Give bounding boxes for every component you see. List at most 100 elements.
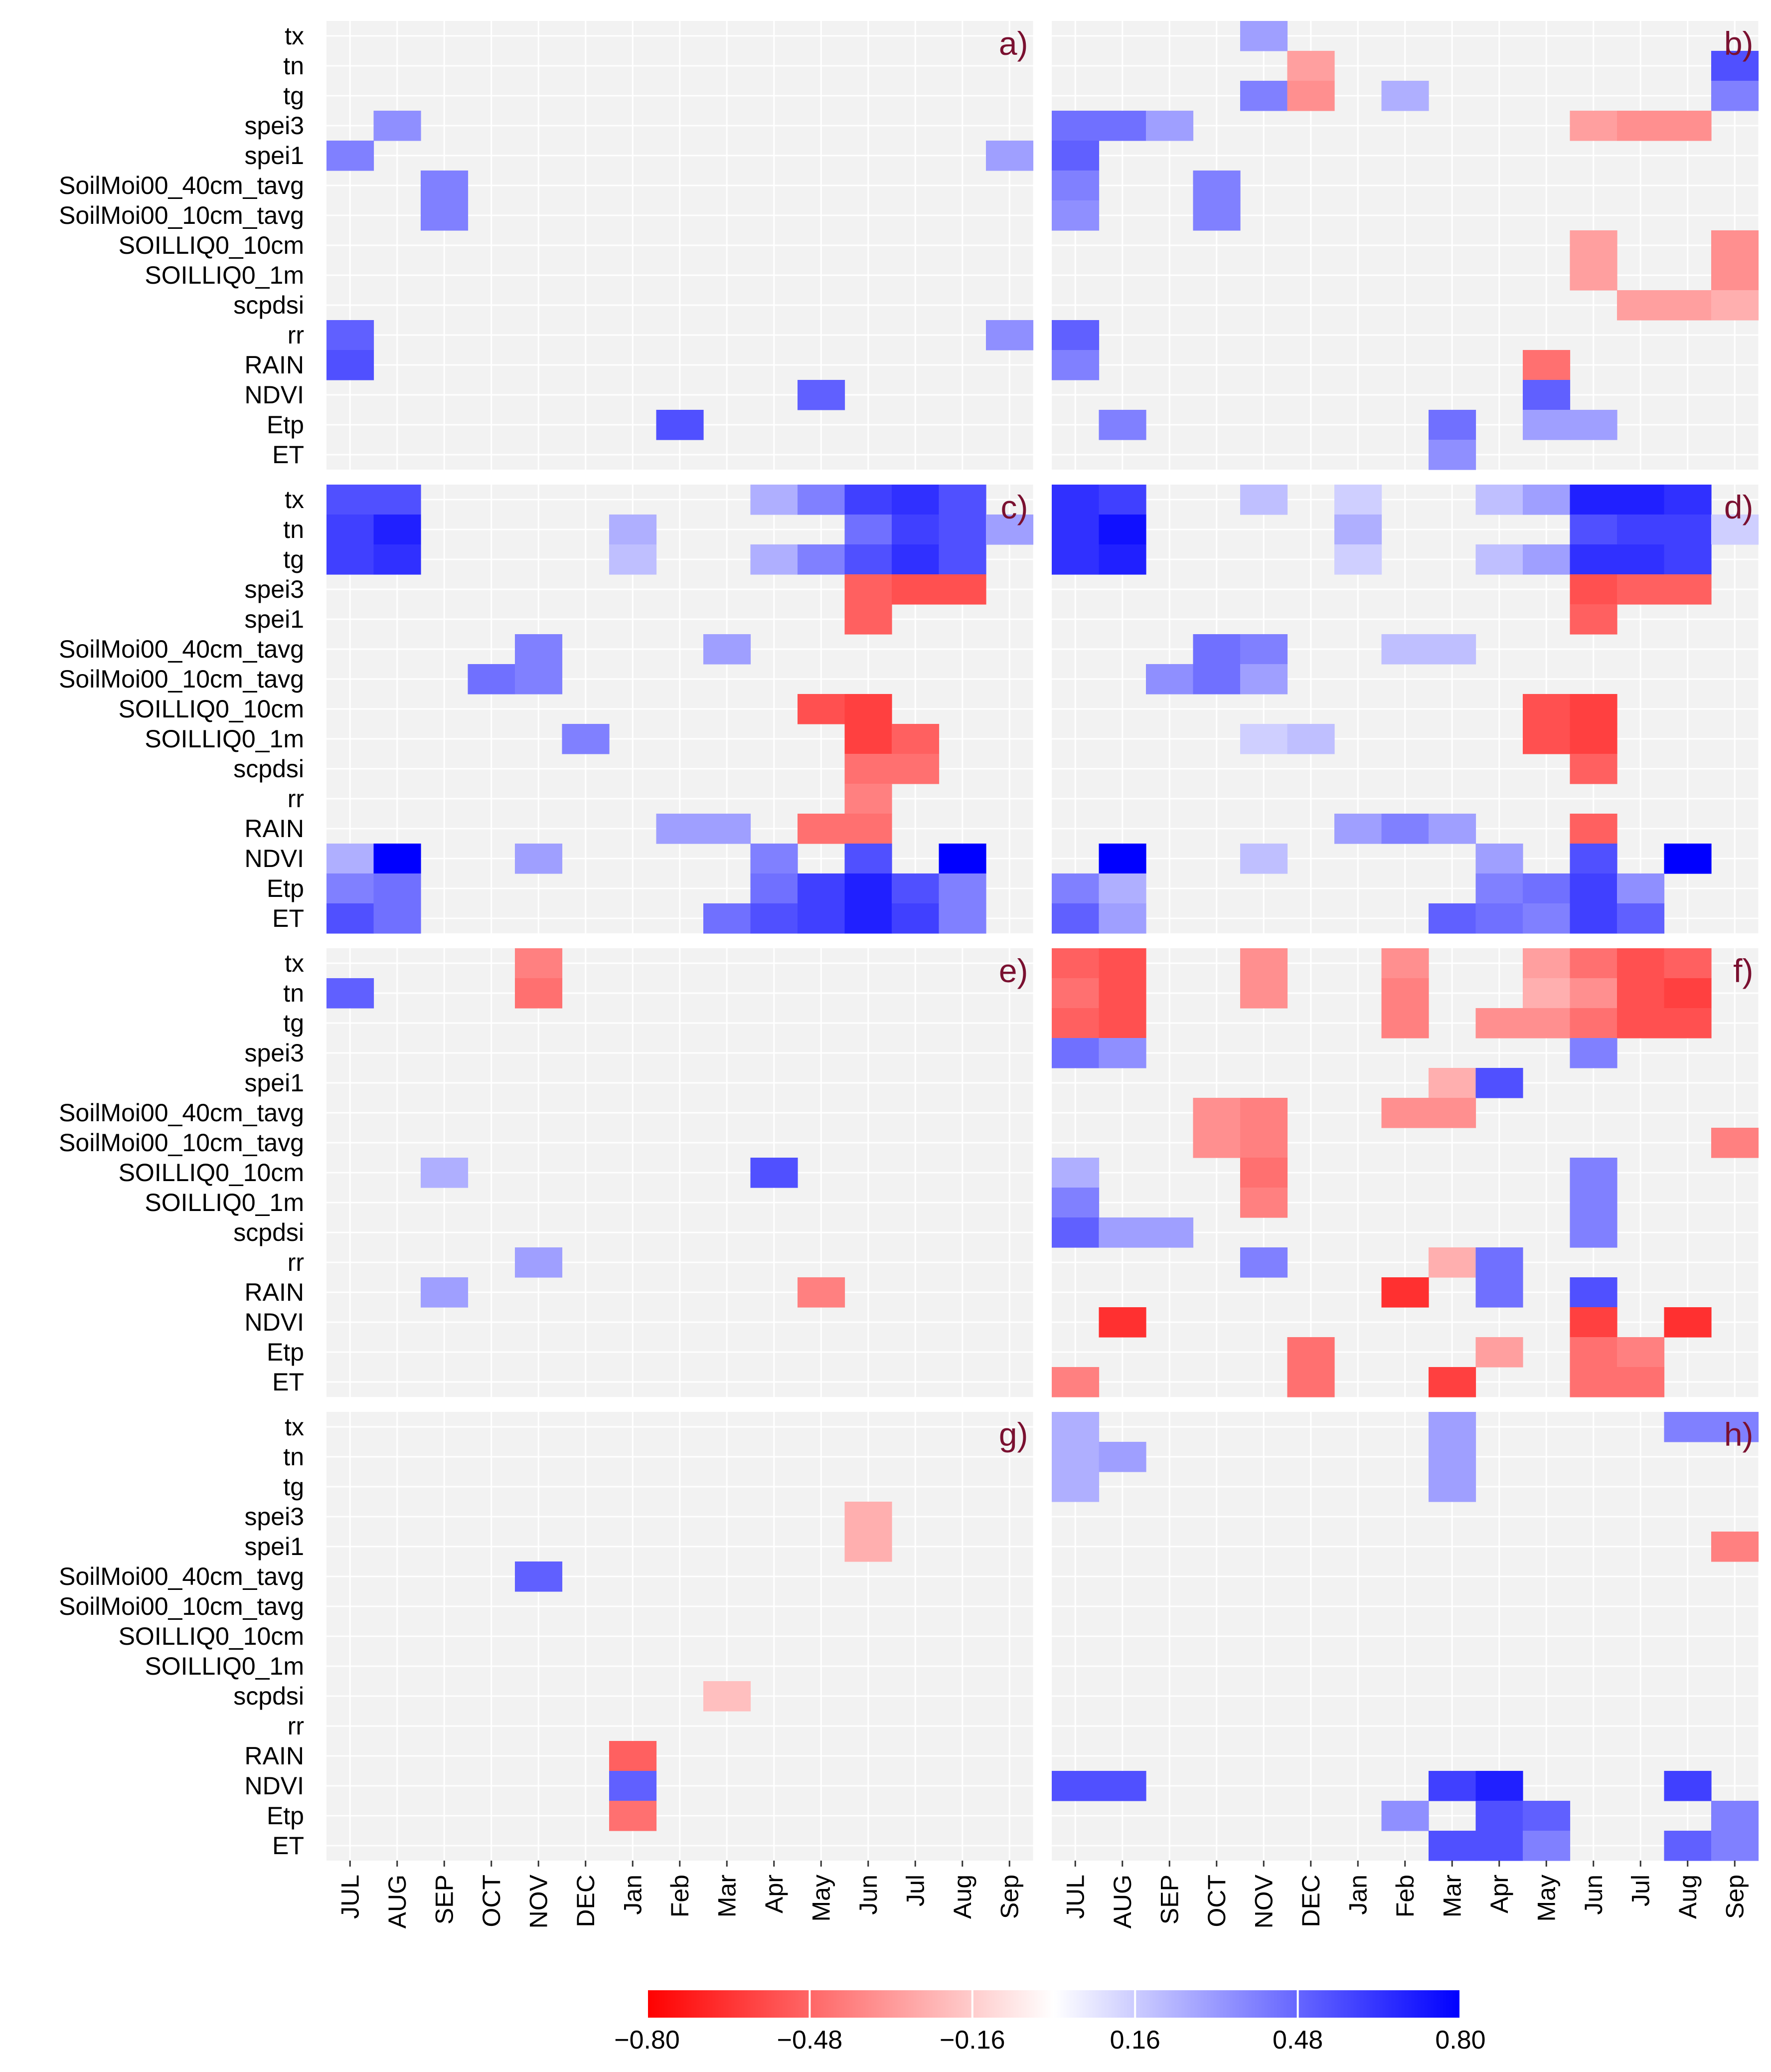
heat-cell-et-mar bbox=[1429, 1367, 1476, 1397]
heat-cell-tx-jul bbox=[1052, 948, 1100, 979]
heat-cell-soilliq0-10cm-jun bbox=[1570, 230, 1617, 261]
row-label: spei1 bbox=[244, 142, 304, 170]
heat-cell-tx-may bbox=[1523, 948, 1571, 979]
column-label: Aug bbox=[1674, 1875, 1702, 1919]
row-label: SoilMoi00_40cm_tavg bbox=[59, 1099, 304, 1127]
column-label: DEC bbox=[1297, 1875, 1325, 1927]
heat-cell-etp-mar bbox=[1429, 410, 1476, 440]
heat-cell-soilmoi00-10cm-tavg-jul bbox=[1052, 200, 1100, 231]
column-label: DEC bbox=[572, 1875, 600, 1927]
heat-cell-rain-jun bbox=[844, 814, 892, 844]
column-label: Aug bbox=[949, 1875, 976, 1919]
column-label: AUG bbox=[1109, 1875, 1136, 1928]
colorbar-tick-label: −0.80 bbox=[614, 2026, 680, 2055]
heat-cell-et-may bbox=[798, 903, 845, 934]
heat-cell-tg-feb bbox=[1381, 81, 1429, 111]
row-label: tg bbox=[283, 545, 304, 573]
heat-cell-rr-jun bbox=[844, 784, 892, 814]
heat-cell-soilliq0-1m-jul bbox=[892, 724, 940, 754]
row-label: SoilMoi00_10cm_tavg bbox=[59, 201, 304, 229]
row-label: SoilMoi00_10cm_tavg bbox=[59, 1129, 304, 1157]
row-label: tn bbox=[283, 52, 304, 80]
heat-cell-tx-nov bbox=[1240, 485, 1288, 515]
heat-cell-soilmoi00-40cm-tavg-mar bbox=[1429, 634, 1476, 665]
heat-cell-soilmoi00-10cm-tavg-oct bbox=[1193, 200, 1241, 231]
heat-cell-soilliq0-1m-nov bbox=[1240, 1188, 1288, 1218]
heat-cell-spei3-aug bbox=[1664, 111, 1712, 141]
heat-cell-rain-mar bbox=[703, 814, 751, 844]
row-label: SOILLIQ0_10cm bbox=[119, 695, 304, 723]
row-label: spei1 bbox=[244, 1069, 304, 1097]
heat-cell-tg-jul bbox=[1052, 1008, 1100, 1038]
heat-cell-soilliq0-1m-dec bbox=[1287, 724, 1335, 754]
heat-cell-tg-sep bbox=[1711, 81, 1759, 111]
heat-cell-tx-jun bbox=[844, 485, 892, 515]
heat-cell-rain-jun bbox=[1570, 1277, 1617, 1308]
column-label: NOV bbox=[524, 1874, 552, 1928]
heat-cell-rr-apr bbox=[1475, 1247, 1523, 1278]
heat-cell-tx-feb bbox=[1381, 948, 1429, 979]
row-label: tx bbox=[285, 22, 304, 50]
heat-cell-rain-jul bbox=[1052, 350, 1100, 380]
heat-cell-soilmoi00-10cm-tavg-oct bbox=[468, 664, 515, 694]
heat-cell-et-jul bbox=[1617, 1367, 1665, 1397]
heat-cell-tn-aug bbox=[1099, 1442, 1146, 1472]
colorbar-ticks: −0.80 −0.48 −0.16 0.16 0.48 0.80 bbox=[614, 1990, 1486, 2055]
column-label: SEP bbox=[430, 1875, 458, 1924]
heat-cell-scpdsi-aug bbox=[1099, 1217, 1146, 1248]
heat-cell-rain-may bbox=[798, 814, 845, 844]
colorbar-tick-label: 0.48 bbox=[1273, 2026, 1323, 2055]
heat-cell-rain-jul bbox=[326, 350, 374, 380]
row-label: SoilMoi00_10cm_tavg bbox=[59, 1592, 304, 1620]
heat-cell-tg-aug bbox=[939, 544, 986, 575]
heat-cell-soilliq0-1m-nov bbox=[1240, 724, 1288, 754]
heat-cell-tg-jul bbox=[1052, 544, 1100, 575]
row-label: spei3 bbox=[244, 575, 304, 603]
heat-cell-tx-jun bbox=[1570, 948, 1617, 979]
heat-cell-tn-jan bbox=[609, 515, 657, 545]
heat-cell-tx-aug bbox=[373, 485, 421, 515]
heat-cell-tg-aug bbox=[1099, 1008, 1146, 1038]
row-label: SoilMoi00_40cm_tavg bbox=[59, 635, 304, 663]
column-label: Jan bbox=[619, 1875, 646, 1915]
heat-cell-tx-jul bbox=[1052, 1412, 1100, 1442]
heat-cell-spei3-aug bbox=[1664, 574, 1712, 605]
heat-cell-tx-jul bbox=[892, 485, 940, 515]
heat-cell-tx-jan bbox=[1334, 485, 1382, 515]
row-label: tx bbox=[285, 486, 304, 514]
column-label: SEP bbox=[1155, 1875, 1183, 1924]
heat-cell-soilliq0-1m-may bbox=[1523, 724, 1571, 754]
heat-cell-tn-mar bbox=[1429, 1442, 1476, 1472]
panel-label: h) bbox=[1724, 1416, 1754, 1453]
heat-cell-tx-aug bbox=[1664, 485, 1712, 515]
heat-cell-tg-jan bbox=[609, 544, 657, 575]
heat-cell-et-jul bbox=[1617, 903, 1665, 934]
heat-cell-spei1-jul bbox=[1052, 141, 1100, 171]
heat-cell-tn-aug bbox=[1664, 515, 1712, 545]
heat-cell-ndvi-nov bbox=[515, 844, 563, 874]
heat-cell-soilmoi00-40cm-tavg-oct bbox=[1193, 171, 1241, 201]
heat-cell-spei1-sep bbox=[986, 141, 1034, 171]
column-label: Feb bbox=[1391, 1875, 1419, 1917]
heat-cell-ndvi-apr bbox=[1475, 844, 1523, 874]
heat-cell-tg-jan bbox=[1334, 544, 1382, 575]
heat-cell-etp-jun bbox=[1570, 410, 1617, 440]
column-label: Apr bbox=[760, 1875, 788, 1913]
heat-cell-et-mar bbox=[1429, 440, 1476, 470]
heat-cell-tx-jun bbox=[1570, 485, 1617, 515]
column-label: NOV bbox=[1250, 1874, 1278, 1928]
heat-cell-tx-may bbox=[798, 485, 845, 515]
heat-cell-scpdsi-aug bbox=[1664, 290, 1712, 321]
row-label: NDVI bbox=[245, 381, 304, 409]
heat-cell-spei1-jul bbox=[326, 141, 374, 171]
panel-b: b) bbox=[1052, 21, 1759, 470]
heat-cell-tn-sep bbox=[1711, 515, 1759, 545]
heat-cell-tg-jul bbox=[1617, 544, 1665, 575]
heat-cell-et-dec bbox=[1287, 1367, 1335, 1397]
heat-cell-tg-mar bbox=[1429, 1472, 1476, 1502]
heat-cell-ndvi-jun bbox=[844, 844, 892, 874]
column-label: Feb bbox=[666, 1875, 694, 1917]
heat-cell-etp-jun bbox=[844, 873, 892, 904]
heat-cell-tg-jun bbox=[1570, 1008, 1617, 1038]
row-labels: txtntgspei3spei1SoilMoi00_40cm_tavgSoilM… bbox=[59, 22, 304, 1860]
